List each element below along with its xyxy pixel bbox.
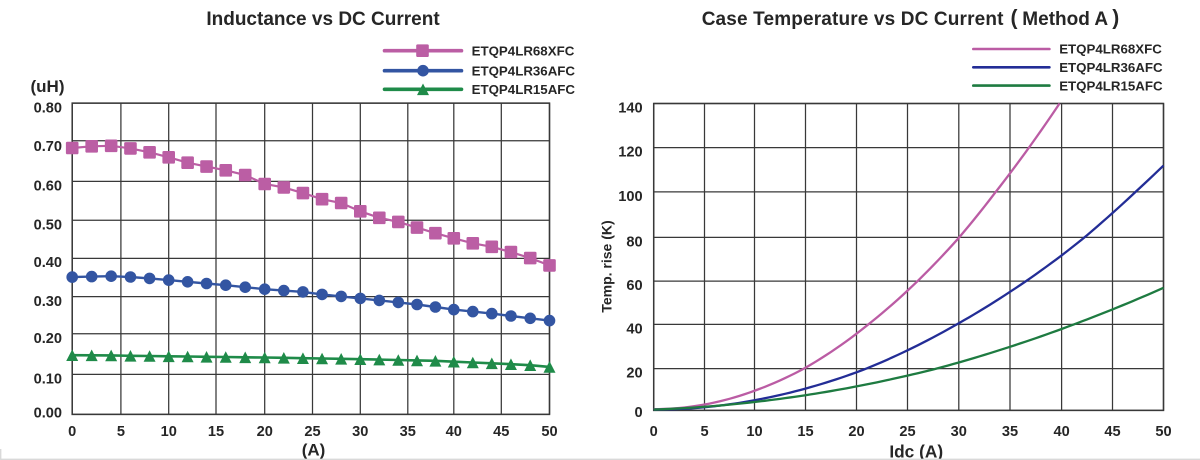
svg-text:20: 20 xyxy=(626,366,642,382)
svg-text:0.00: 0.00 xyxy=(34,406,62,422)
svg-text:20: 20 xyxy=(257,424,273,440)
svg-text:0.70: 0.70 xyxy=(34,139,62,155)
svg-text:ETQP4LR68XFC: ETQP4LR68XFC xyxy=(1059,42,1162,57)
svg-text:40: 40 xyxy=(1053,424,1069,440)
svg-text:ETQP4LR36AFC: ETQP4LR36AFC xyxy=(472,63,576,78)
svg-text:140: 140 xyxy=(618,100,642,116)
svg-text:Method A: Method A xyxy=(1022,9,1108,30)
svg-text:): ) xyxy=(1112,6,1119,29)
svg-text:10: 10 xyxy=(746,424,762,440)
svg-text:0.20: 0.20 xyxy=(34,331,62,347)
svg-text:0.10: 0.10 xyxy=(34,372,62,388)
svg-text:120: 120 xyxy=(618,145,642,161)
svg-text:5: 5 xyxy=(700,424,708,440)
svg-text:0.80: 0.80 xyxy=(34,101,62,117)
svg-text:80: 80 xyxy=(626,234,642,250)
svg-text:0.40: 0.40 xyxy=(34,255,62,271)
svg-text:0.60: 0.60 xyxy=(34,179,62,195)
svg-text:(: ( xyxy=(1011,6,1018,29)
svg-text:30: 30 xyxy=(951,424,967,440)
svg-text:25: 25 xyxy=(304,424,320,440)
svg-text:50: 50 xyxy=(1155,424,1171,440)
svg-text:15: 15 xyxy=(208,424,224,440)
svg-text:45: 45 xyxy=(493,424,509,440)
svg-text:ETQP4LR68XFC: ETQP4LR68XFC xyxy=(472,43,575,58)
svg-text:(uH): (uH) xyxy=(31,77,65,96)
svg-text:ETQP4LR15AFC: ETQP4LR15AFC xyxy=(1059,78,1163,93)
svg-text:Inductance vs DC Current: Inductance vs DC Current xyxy=(206,9,440,30)
svg-text:Temp. rise (K): Temp. rise (K) xyxy=(599,220,615,312)
svg-text:0: 0 xyxy=(650,424,658,440)
svg-text:15: 15 xyxy=(797,424,813,440)
svg-text:50: 50 xyxy=(541,424,557,440)
svg-text:45: 45 xyxy=(1104,424,1120,440)
svg-text:Idc (A): Idc (A) xyxy=(889,442,943,460)
svg-text:0: 0 xyxy=(68,424,76,440)
svg-text:0.30: 0.30 xyxy=(34,294,62,310)
svg-text:0: 0 xyxy=(634,405,642,421)
svg-text:5: 5 xyxy=(117,424,125,440)
svg-text:10: 10 xyxy=(161,424,177,440)
svg-text:25: 25 xyxy=(899,424,915,440)
svg-text:35: 35 xyxy=(400,424,416,440)
svg-text:20: 20 xyxy=(848,424,864,440)
svg-text:0.50: 0.50 xyxy=(34,218,62,234)
svg-text:(A): (A) xyxy=(302,441,326,460)
svg-text:40: 40 xyxy=(626,321,642,337)
svg-text:60: 60 xyxy=(626,278,642,294)
svg-text:35: 35 xyxy=(1002,424,1018,440)
svg-text:ETQP4LR36AFC: ETQP4LR36AFC xyxy=(1059,60,1163,75)
svg-text:Case Temperature vs DC Current: Case Temperature vs DC Current xyxy=(702,9,1004,30)
svg-text:40: 40 xyxy=(446,424,462,440)
svg-text:100: 100 xyxy=(618,189,642,205)
svg-text:ETQP4LR15AFC: ETQP4LR15AFC xyxy=(472,82,576,97)
svg-text:30: 30 xyxy=(352,424,368,440)
